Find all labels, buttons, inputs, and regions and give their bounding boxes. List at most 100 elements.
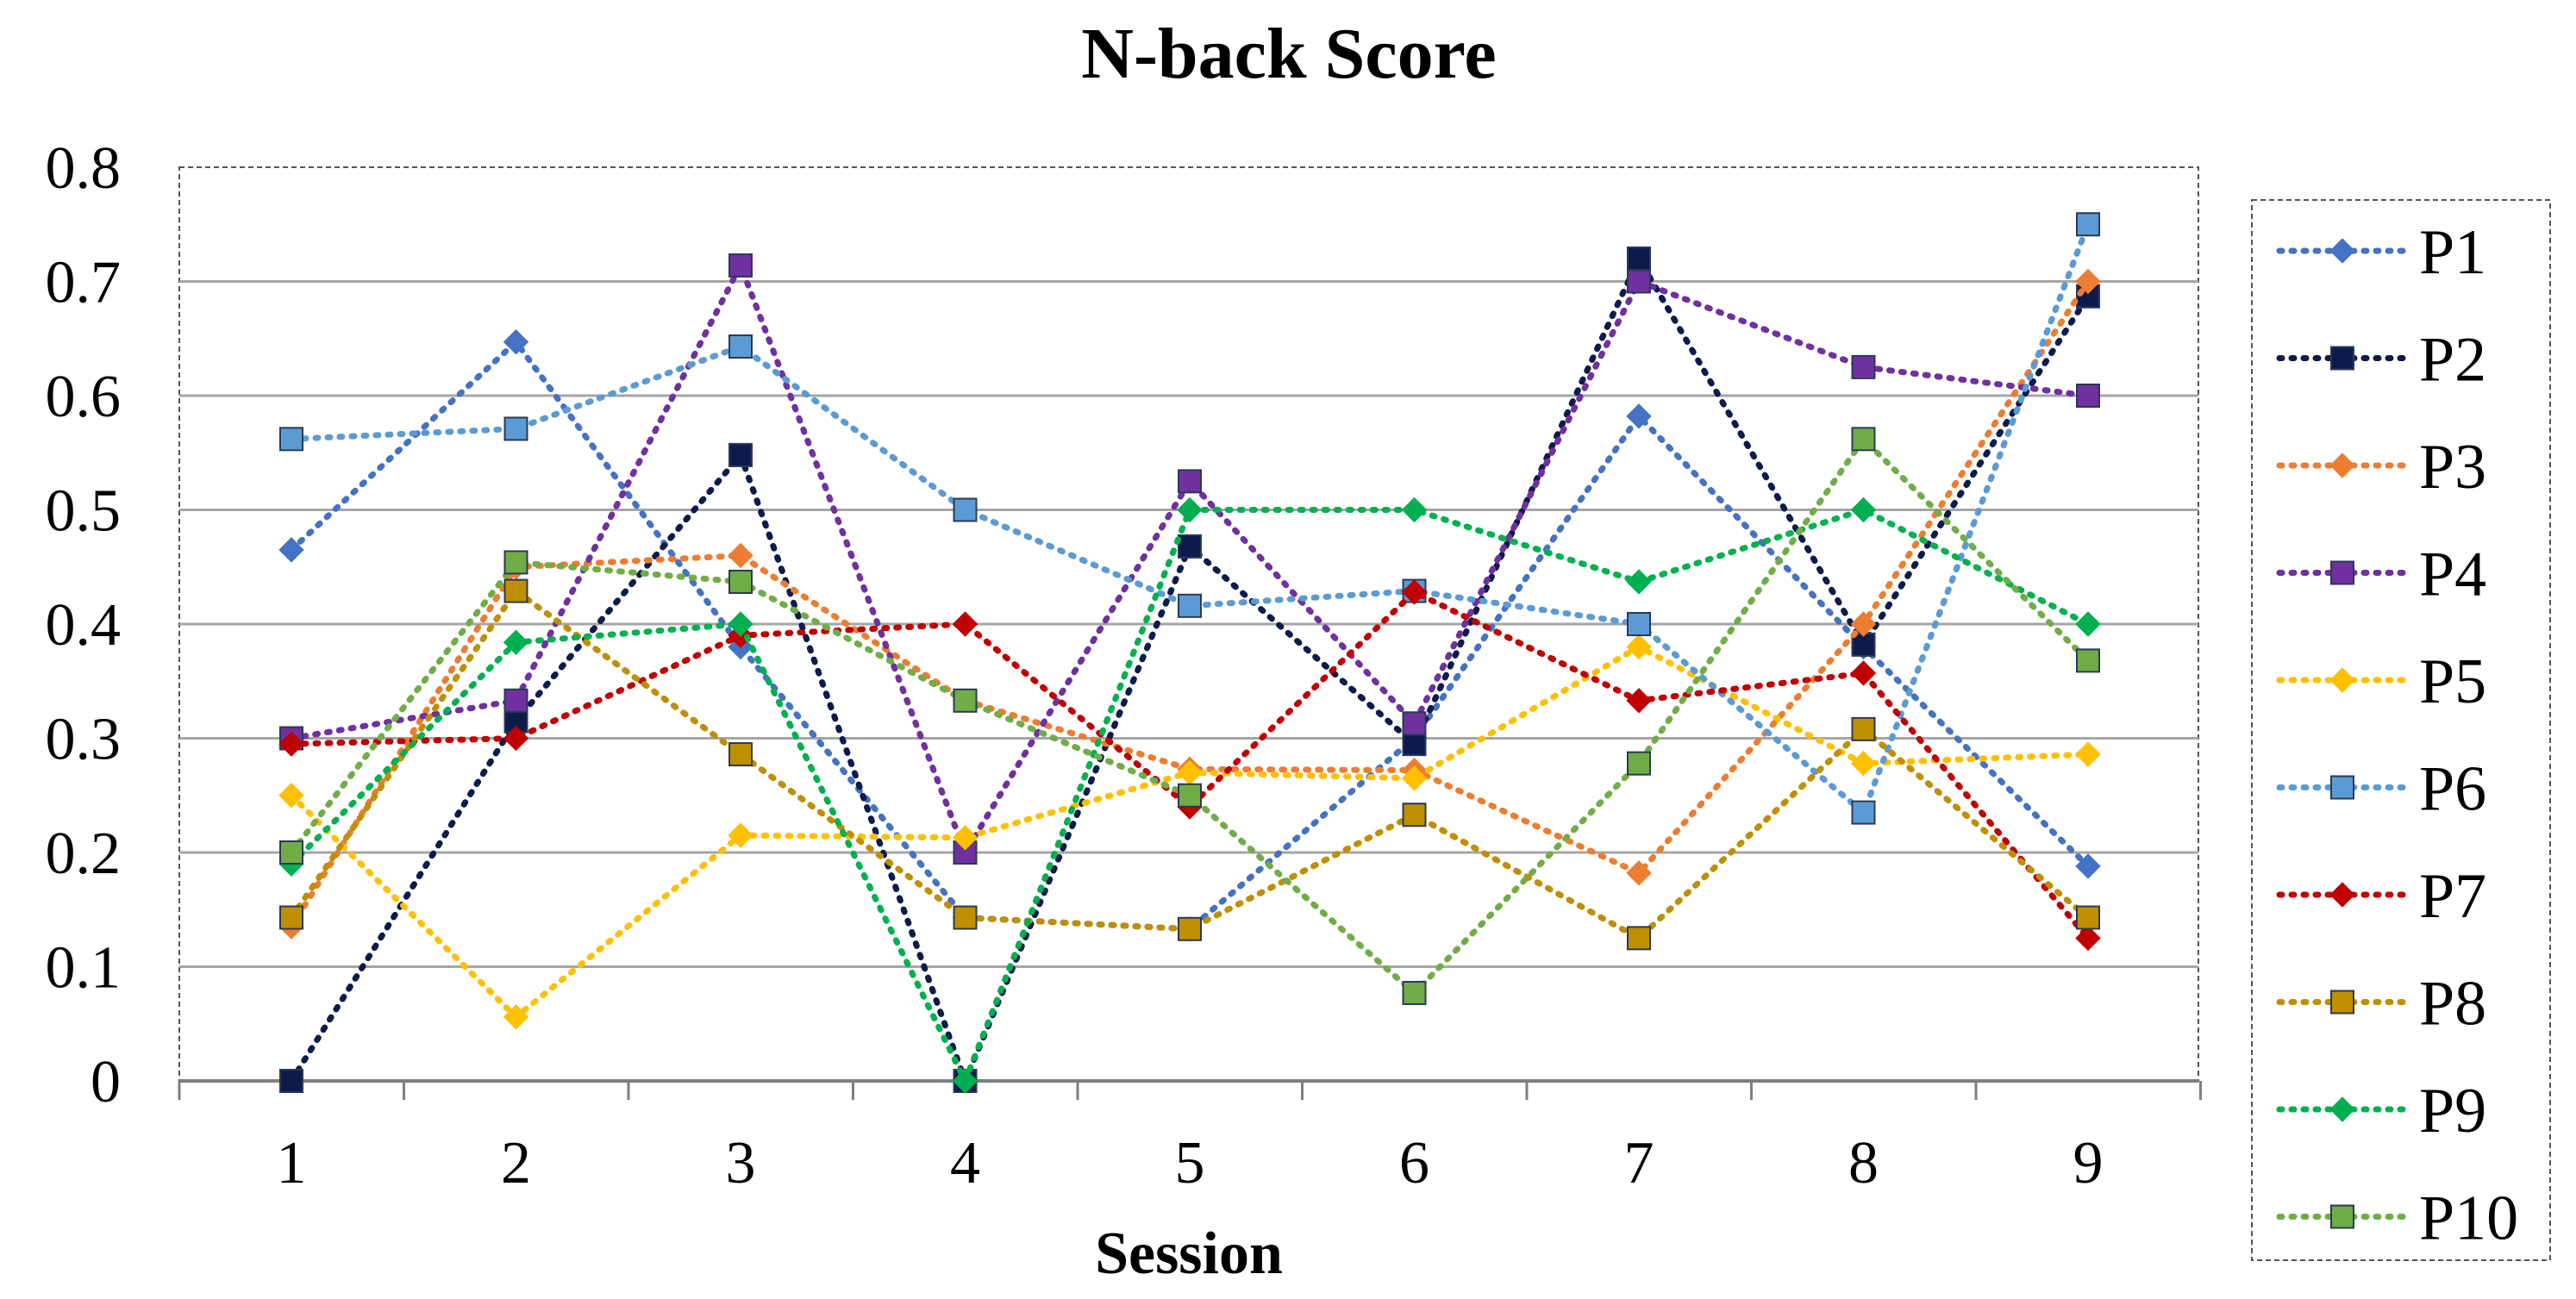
data-point-p3-3 [728, 542, 753, 569]
data-point-p9-9 [2075, 611, 2101, 637]
data-point-p1-2 [503, 329, 529, 355]
legend-item-p4: P4 [2276, 540, 2486, 610]
data-point-p9-2 [503, 629, 529, 655]
legend-item-p1: P1 [2276, 217, 2486, 288]
data-point-p5-2 [503, 1004, 529, 1030]
data-point-p3-7 [1626, 860, 1652, 886]
series-p6 [279, 212, 2100, 825]
series-line-p6 [288, 221, 2091, 818]
series-layer [278, 212, 2101, 1094]
data-point-p6-3 [728, 334, 753, 359]
data-point-p1-9 [2075, 853, 2101, 879]
data-point-p4-9 [2076, 384, 2100, 408]
legend-swatch-marker [2330, 560, 2354, 585]
data-point-p7-2 [503, 725, 529, 752]
legend-item-p10: P10 [2276, 1183, 2518, 1254]
y-tick-label: 0.1 [46, 935, 122, 1002]
data-point-p8-6 [1402, 803, 1427, 827]
data-point-p8-3 [728, 742, 753, 767]
chart-title: N-back Score [1081, 14, 1496, 94]
data-point-p10-8 [1851, 427, 1876, 452]
y-tick-label: 0.7 [46, 250, 122, 316]
data-point-p4-6 [1402, 711, 1427, 736]
legend-label: P10 [2419, 1183, 2518, 1254]
data-point-p8-2 [503, 578, 528, 603]
legend-label: P4 [2419, 540, 2486, 610]
data-point-p8-1 [279, 905, 303, 930]
data-point-p5-4 [952, 825, 979, 851]
data-point-p9-3 [728, 611, 753, 637]
data-point-p9-4 [952, 1068, 979, 1094]
legend: P1 P2 P3 P4 P5 P6 P7 P8 P9 P10 [2276, 217, 2518, 1254]
data-point-p8-8 [1851, 716, 1876, 741]
x-axis-title: Session [1095, 1221, 1283, 1287]
legend-box [2251, 199, 2551, 1261]
legend-item-p2: P2 [2276, 325, 2486, 396]
data-point-p5-8 [1850, 750, 1877, 777]
data-point-p3-8 [1850, 611, 1877, 637]
data-point-p7-1 [278, 731, 304, 757]
data-point-p2-7 [1627, 247, 1651, 271]
x-tick-label: 1 [277, 1130, 307, 1196]
data-point-p7-9 [2075, 925, 2101, 952]
axis-layer: 0 0.1 0.2 0.3 0.4 0.5 0.6 0.7 0.8 1 2 3 4 5 6 7 8 9 [46, 135, 2202, 1196]
data-point-p9-7 [1626, 569, 1652, 595]
data-point-p7-7 [1626, 688, 1652, 714]
data-point-p10-1 [279, 840, 303, 865]
x-tick-label: 3 [726, 1130, 756, 1196]
data-point-p9-6 [1401, 496, 1428, 523]
series-p10 [279, 427, 2100, 1005]
legend-item-p5: P5 [2276, 646, 2486, 717]
series-line-p1 [288, 337, 2091, 933]
legend-label: P6 [2419, 754, 2486, 825]
legend-swatch-marker [2329, 667, 2355, 693]
data-point-p4-2 [503, 688, 528, 713]
data-point-p8-4 [953, 905, 978, 930]
series-line-p4 [288, 258, 2091, 859]
data-point-p7-8 [1850, 660, 1877, 686]
data-point-p7-6 [1401, 579, 1428, 605]
data-point-p7-4 [952, 611, 979, 637]
data-point-p5-7 [1626, 634, 1652, 660]
data-point-p9-8 [1850, 496, 1877, 523]
y-tick-label: 0.4 [46, 592, 122, 659]
y-tick-label: 0.5 [46, 478, 122, 545]
data-point-p9-5 [1177, 496, 1203, 523]
data-point-p10-5 [1178, 783, 1202, 808]
data-point-p4-5 [1178, 469, 1202, 494]
legend-label: P1 [2419, 217, 2486, 288]
legend-item-p7: P7 [2276, 861, 2486, 932]
x-tick-label: 9 [2073, 1130, 2104, 1196]
legend-swatch-marker [2329, 882, 2355, 908]
data-point-p5-1 [278, 783, 304, 809]
legend-swatch-marker [2329, 1096, 2355, 1122]
data-point-p4-7 [1627, 269, 1651, 294]
y-tick-label: 0 [91, 1049, 121, 1115]
data-point-p1-7 [1626, 403, 1652, 429]
legend-swatch-marker [2330, 1204, 2354, 1229]
series-p5 [278, 634, 2101, 1030]
data-point-p5-3 [728, 822, 753, 848]
data-point-p10-9 [2076, 648, 2100, 673]
x-tick-label: 4 [950, 1130, 980, 1196]
data-point-p5-9 [2075, 741, 2101, 767]
legend-swatch-marker [2329, 453, 2355, 478]
data-point-p6-1 [279, 427, 303, 452]
series-p8 [279, 578, 2100, 951]
y-tick-label: 0.3 [46, 707, 122, 773]
data-point-p5-6 [1401, 765, 1428, 791]
data-point-p10-3 [728, 569, 753, 594]
data-point-p2-1 [279, 1069, 303, 1093]
legend-item-p6: P6 [2276, 754, 2486, 825]
x-tick-label: 5 [1175, 1130, 1205, 1196]
data-point-p2-3 [728, 442, 753, 467]
data-point-p10-4 [953, 688, 978, 713]
data-point-p10-6 [1402, 980, 1427, 1005]
legend-item-p9: P9 [2276, 1076, 2486, 1146]
legend-swatch-marker [2329, 238, 2355, 264]
data-point-p8-7 [1627, 926, 1651, 951]
legend-item-p8: P8 [2276, 969, 2486, 1040]
data-point-p2-8 [1851, 632, 1876, 657]
